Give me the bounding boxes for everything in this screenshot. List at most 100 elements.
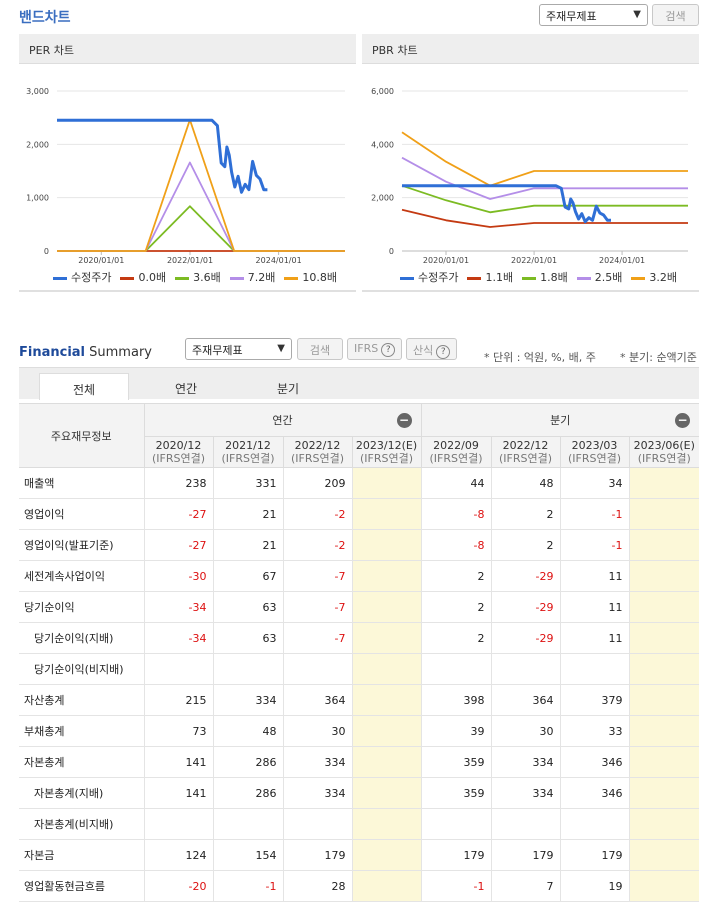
row-label[interactable]: 매출액 — [19, 467, 145, 499]
x-tick-label: 2020/01/01 — [423, 256, 469, 265]
table-cell: 364 — [490, 684, 561, 716]
quarter-group-header: 분기 − — [420, 403, 699, 437]
collapse-quarter-icon[interactable]: − — [675, 413, 690, 428]
legend-item[interactable]: 7.2배 — [229, 269, 275, 285]
period-basis: (IFRS연결) — [498, 452, 553, 465]
table-cell: -34 — [143, 622, 214, 654]
legend-item[interactable]: 1.8배 — [522, 269, 568, 285]
fs-search-button[interactable]: 검색 — [297, 338, 343, 360]
question-icon: ? — [436, 345, 451, 359]
row-label[interactable]: 자본총계(비지배) — [19, 808, 145, 840]
per-chart-panel: PER 차트 3,000 2,000 1,000 0 2020/01/01 2022/01… — [19, 34, 356, 292]
legend-swatch — [284, 276, 299, 280]
financial-summary-title: Financial Summary — [19, 345, 152, 360]
band-chart-search-button[interactable]: 검색 — [652, 4, 699, 26]
ifrs-help-button[interactable]: IFRS? — [347, 338, 403, 360]
table-row: 영업이익(발표기준) -27 21 -2 -8 2 -1 — [19, 529, 699, 561]
table-cell: 33 — [559, 715, 630, 747]
row-label[interactable]: 자본총계(지배) — [19, 777, 145, 809]
y-tick-label: 1,000 — [26, 194, 49, 203]
row-label[interactable]: 자산총계 — [19, 684, 145, 716]
table-cell: 67 — [212, 560, 284, 592]
row-label[interactable]: 당기순이익(비지배) — [19, 653, 145, 685]
table-cell: 11 — [559, 622, 630, 654]
table-cell — [628, 808, 699, 840]
tab-all[interactable]: 전체 — [39, 373, 129, 400]
tab-annual[interactable]: 연간 — [174, 382, 198, 396]
ifrs-label: IFRS — [354, 342, 379, 355]
table-cell: -8 — [420, 498, 492, 530]
legend-item[interactable]: 1.1배 — [467, 269, 513, 285]
table-cell — [351, 653, 422, 685]
financial-summary-title-main: Financial — [19, 345, 86, 360]
table-cell — [282, 653, 353, 685]
pbr-chart-legend: 수정주가 1.1배 1.8배 2.5배 3.2배 — [362, 269, 699, 285]
fs-select-value: 주재무제표 — [192, 344, 243, 357]
row-label[interactable]: 당기순이익 — [19, 591, 145, 623]
series-line — [57, 118, 268, 194]
fs-statement-select[interactable]: 주재무제표 ▼ — [185, 338, 292, 360]
x-tick-label: 2024/01/01 — [256, 256, 302, 265]
legend-label: 수정주가 — [418, 271, 459, 284]
collapse-annual-icon[interactable]: − — [396, 413, 412, 428]
row-label[interactable]: 영업활동현금흐름 — [19, 870, 145, 902]
table-cell: -34 — [143, 591, 214, 623]
chevron-down-icon: ▼ — [633, 9, 641, 20]
period-label: 2023/03 — [571, 439, 618, 452]
table-cell — [628, 746, 699, 778]
legend-item[interactable]: 0.0배 — [120, 269, 166, 285]
table-cell: 238 — [143, 467, 214, 499]
band-chart-statement-select[interactable]: 주재무제표 ▼ — [539, 4, 648, 26]
row-label[interactable]: 자본금 — [19, 839, 145, 871]
legend-item[interactable]: 3.2배 — [631, 269, 677, 285]
table-cell: 179 — [559, 839, 630, 871]
table-row: 자본금 124 154 179 179 179 179 — [19, 839, 699, 871]
period-header: 2020/12 (IFRS연결) — [143, 436, 214, 468]
table-cell: 379 — [559, 684, 630, 716]
row-label[interactable]: 자본총계 — [19, 746, 145, 778]
legend-item[interactable]: 수정주가 — [400, 269, 458, 285]
legend-label: 0.0배 — [138, 271, 167, 284]
chevron-down-icon: ▼ — [277, 343, 285, 354]
table-cell: 48 — [490, 467, 561, 499]
row-label[interactable]: 당기순이익(지배) — [19, 622, 145, 654]
table-cell: -1 — [559, 498, 630, 530]
row-label[interactable]: 세전계속사업이익 — [19, 560, 145, 592]
table-cell: 364 — [282, 684, 353, 716]
period-basis: (IFRS연결) — [567, 452, 622, 465]
row-label[interactable]: 영업이익 — [19, 498, 145, 530]
legend-item[interactable]: 2.5배 — [576, 269, 622, 285]
table-cell: 359 — [420, 746, 492, 778]
table-cell: -20 — [143, 870, 214, 902]
legend-item[interactable]: 수정주가 — [53, 269, 111, 285]
row-label[interactable]: 영업이익(발표기준) — [19, 529, 145, 561]
legend-swatch — [576, 276, 591, 280]
legend-item[interactable]: 3.6배 — [175, 269, 221, 285]
table-cell — [351, 591, 422, 623]
row-label[interactable]: 부채총계 — [19, 715, 145, 747]
period-basis: (IFRS연결) — [221, 452, 275, 465]
table-cell — [351, 622, 422, 654]
table-cell: 21 — [212, 529, 284, 561]
table-cell: 34 — [559, 467, 630, 499]
series-line — [401, 208, 688, 228]
table-cell — [628, 653, 699, 685]
period-label: 2023/06(E) — [633, 439, 695, 452]
period-basis: (IFRS연결) — [637, 452, 691, 465]
per-chart: 3,000 2,000 1,000 0 2020/01/01 2022/01/01 2024… — [26, 87, 345, 265]
table-cell: 124 — [143, 839, 214, 871]
table-cell: 63 — [212, 622, 284, 654]
table-cell: 154 — [212, 839, 284, 871]
table-cell: -1 — [212, 870, 284, 902]
table-row: 당기순이익(지배) -34 63 -7 2 -29 11 — [19, 622, 699, 654]
series-line — [401, 156, 688, 200]
table-row: 자본총계(지배) 141 286 334 359 334 346 — [19, 777, 699, 809]
legend-item[interactable]: 10.8배 — [284, 269, 337, 285]
period-label: 2021/12 — [225, 439, 271, 452]
formula-help-button[interactable]: 산식? — [406, 338, 458, 360]
tab-quarter[interactable]: 분기 — [276, 382, 300, 396]
period-header: 2022/12 (IFRS연결) — [282, 436, 353, 468]
band-chart-select-value: 주재무제표 — [546, 10, 597, 23]
legend-swatch — [53, 276, 67, 280]
y-tick-label: 4,000 — [371, 140, 394, 149]
